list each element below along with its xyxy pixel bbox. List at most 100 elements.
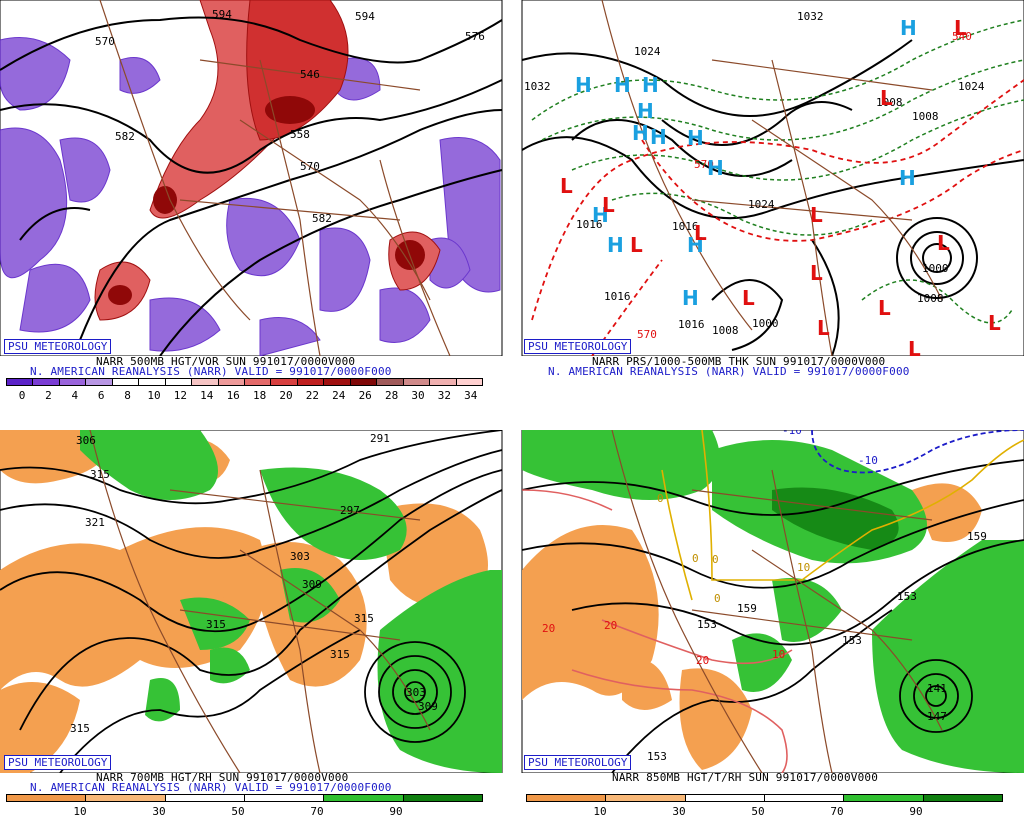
svg-text:297: 297 <box>340 504 360 517</box>
vorticity-map: 570 582 594 558 546 570 582 594 576 <box>0 0 512 356</box>
colorbar-tick-label: 4 <box>71 389 79 402</box>
rh700-colorbar <box>6 794 483 802</box>
rh850-colorbar <box>526 794 1003 802</box>
svg-text:H: H <box>614 73 631 97</box>
colorbar-tick-label: 10 <box>147 389 161 402</box>
svg-text:H: H <box>637 99 654 123</box>
psu-meteorology-label: PSU METEOROLOGY <box>524 339 632 354</box>
svg-text:582: 582 <box>115 130 135 143</box>
colorbar-swatch <box>843 794 924 802</box>
colorbar-swatch <box>402 378 431 386</box>
svg-text:306: 306 <box>76 434 96 447</box>
svg-text:1016: 1016 <box>672 220 699 233</box>
svg-text:L: L <box>602 193 615 217</box>
colorbar-tick-label: 18 <box>252 389 267 402</box>
svg-text:1024: 1024 <box>958 80 985 93</box>
svg-text:L: L <box>937 231 950 255</box>
panel-500mb-vorticity: 570 582 594 558 546 570 582 594 576 PSU … <box>0 0 512 409</box>
svg-text:L: L <box>560 174 573 198</box>
psu-meteorology-label: PSU METEOROLOGY <box>524 755 632 770</box>
colorbar-tick-label: 8 <box>124 389 131 402</box>
svg-text:558: 558 <box>290 128 310 141</box>
svg-text:H: H <box>900 16 917 40</box>
colorbar-swatch <box>764 794 845 802</box>
svg-text:159: 159 <box>737 602 757 615</box>
rh700-map: 306 315 321 315 291 297 303 309 315 315 … <box>0 430 512 773</box>
panel-caption-title: NARR PRS/1000-500MB THK SUN 991017/0000V… <box>592 355 886 368</box>
svg-text:147: 147 <box>927 710 947 723</box>
colorbar-swatch <box>6 378 34 386</box>
svg-text:1016: 1016 <box>576 218 603 231</box>
svg-text:L: L <box>694 221 707 245</box>
svg-text:H: H <box>650 125 667 149</box>
rh850-map: -10 -10 159 153 153 153 141 147 153 159 … <box>512 430 1024 773</box>
svg-text:159: 159 <box>967 530 987 543</box>
colorbar-tick-label: 50 <box>231 805 245 818</box>
svg-text:315: 315 <box>90 468 110 481</box>
psu-meteorology-label: PSU METEOROLOGY <box>4 755 112 770</box>
colorbar-swatch <box>922 794 1003 802</box>
panel-caption-valid: N. AMERICAN REANALYSIS (NARR) VALID = 99… <box>30 365 392 378</box>
svg-text:309: 309 <box>418 700 438 713</box>
svg-text:H: H <box>575 73 592 97</box>
colorbar-swatch <box>85 794 166 802</box>
colorbar-tick-label: 12 <box>173 389 188 402</box>
svg-text:H: H <box>682 286 699 310</box>
rh700-colorbar-ticks: 10 30 50 70 90 <box>0 806 512 818</box>
colorbar-tick-label: 14 <box>200 389 214 402</box>
colorbar-tick-label: 30 <box>152 805 166 818</box>
colorbar-swatch <box>191 378 219 386</box>
colorbar-swatch <box>684 794 765 802</box>
svg-text:1024: 1024 <box>748 198 775 211</box>
colorbar-tick-label: 10 <box>73 805 87 818</box>
svg-text:1016: 1016 <box>678 318 705 331</box>
svg-text:H: H <box>592 203 609 227</box>
svg-text:1032: 1032 <box>524 80 551 93</box>
svg-text:-10: -10 <box>782 430 802 437</box>
mslp-map: 1032 1032 1024 1024 1024 1008 1008 1016 … <box>512 0 1024 356</box>
colorbar-swatch <box>244 378 272 386</box>
svg-text:153: 153 <box>647 750 667 763</box>
svg-text:L: L <box>878 296 891 320</box>
svg-text:1008: 1008 <box>912 110 939 123</box>
svg-text:20: 20 <box>696 654 709 667</box>
colorbar-swatch <box>526 794 607 802</box>
colorbar-swatch <box>455 378 483 386</box>
svg-text:L: L <box>810 203 823 227</box>
colorbar-tick-label: 26 <box>358 389 372 402</box>
panel-mslp-thickness: 1032 1032 1024 1024 1024 1008 1008 1016 … <box>512 0 1024 409</box>
svg-text:L: L <box>880 86 893 110</box>
svg-text:315: 315 <box>70 722 90 735</box>
svg-text:L: L <box>742 286 755 310</box>
colorbar-tick-label: 0 <box>18 389 26 402</box>
colorbar-tick-label: 28 <box>384 389 399 402</box>
svg-text:1024: 1024 <box>634 45 661 58</box>
colorbar-swatch <box>402 794 483 802</box>
colorbar-swatch <box>85 378 113 386</box>
svg-text:0: 0 <box>714 592 721 605</box>
svg-text:570: 570 <box>694 158 714 171</box>
colorbar-tick-label: 24 <box>332 389 346 402</box>
colorbar-swatch <box>164 378 193 386</box>
svg-text:20: 20 <box>604 619 617 632</box>
svg-text:309: 309 <box>302 578 322 591</box>
svg-text:H: H <box>642 73 659 97</box>
svg-text:315: 315 <box>330 648 350 661</box>
svg-text:H: H <box>899 166 916 190</box>
svg-text:L: L <box>817 316 830 340</box>
svg-text:582: 582 <box>312 212 332 225</box>
svg-text:303: 303 <box>290 550 310 563</box>
colorbar-tick-label: 70 <box>830 805 844 818</box>
panel-850mb-rh: -10 -10 159 153 153 153 141 147 153 159 … <box>512 410 1024 819</box>
colorbar-tick-label: 22 <box>305 389 320 402</box>
svg-text:594: 594 <box>355 10 375 23</box>
psu-meteorology-label: PSU METEOROLOGY <box>4 339 112 354</box>
svg-text:315: 315 <box>354 612 374 625</box>
colorbar-swatch <box>323 794 404 802</box>
colorbar-swatch <box>429 378 457 386</box>
colorbar-swatch <box>138 378 166 386</box>
svg-text:L: L <box>988 311 1001 335</box>
colorbar-swatch <box>270 378 298 386</box>
colorbar-tick-label: 50 <box>751 805 765 818</box>
svg-text:10: 10 <box>772 648 785 661</box>
